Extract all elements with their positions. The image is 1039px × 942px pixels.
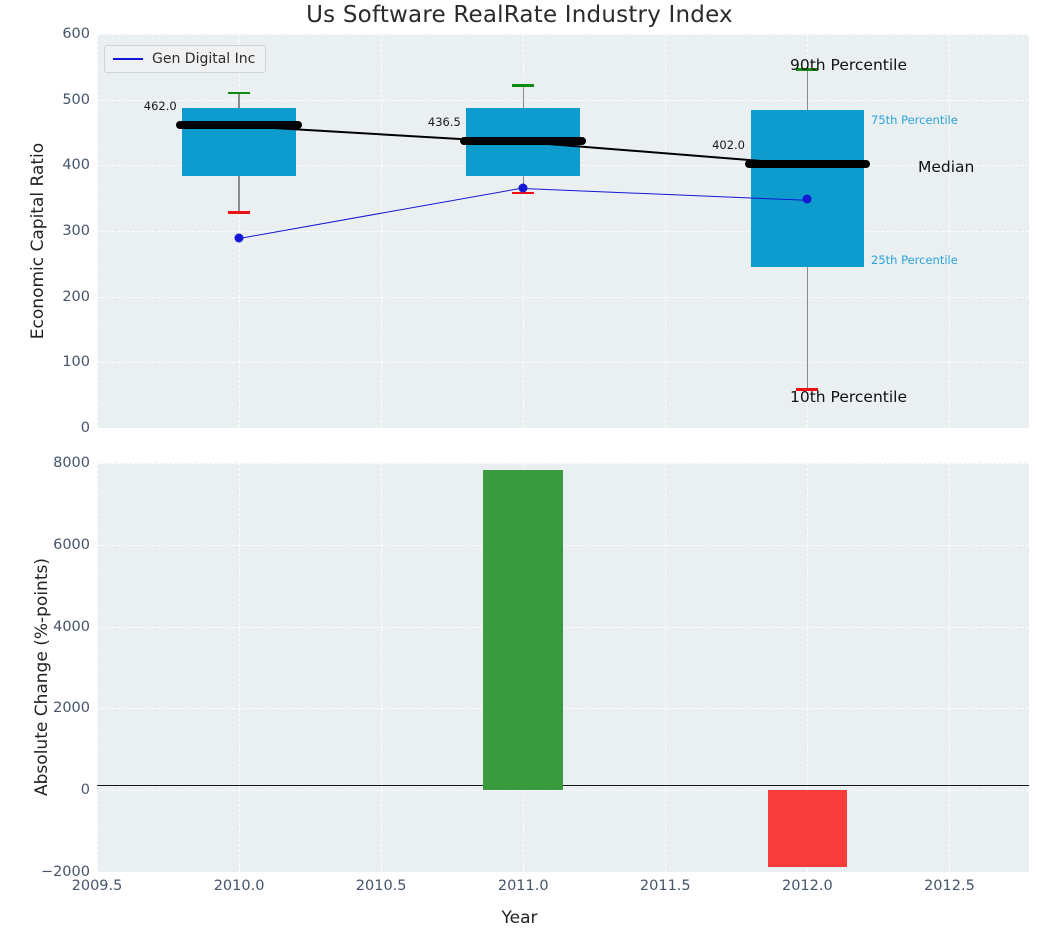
median-value-label: 436.5: [427, 115, 461, 130]
x-axis-tick-label: 2012.5: [924, 878, 975, 894]
gridline-horizontal: [97, 626, 1029, 628]
gridline-horizontal: [97, 708, 1029, 710]
y-axis-tick-label: 500: [62, 91, 90, 108]
gridline-horizontal: [97, 790, 1029, 792]
whisker-cap-p10: [228, 211, 251, 214]
annotation-median: Median: [918, 158, 975, 176]
x-axis-tick-label: 2012.0: [781, 878, 833, 894]
y-axis-tick-label: 400: [62, 157, 90, 174]
x-axis-tick-label: 2011.0: [497, 878, 549, 894]
gridline-vertical: [381, 463, 383, 872]
gridline-vertical: [949, 463, 951, 872]
gridline-vertical: [665, 463, 667, 872]
company-data-point: [518, 183, 528, 193]
y-axis-tick-label: 6000: [53, 536, 90, 553]
y-axis-tick-label: 2000: [53, 700, 90, 717]
zero-baseline: [97, 785, 1029, 786]
x-axis-tick-label: 2010.5: [355, 878, 407, 894]
gridline-vertical: [381, 34, 383, 428]
legend-line-swatch: [113, 58, 143, 60]
company-data-point: [802, 194, 812, 204]
gridline-horizontal: [97, 544, 1029, 546]
y-axis-tick-label: 4000: [53, 618, 90, 635]
whisker-cap-p90: [796, 68, 819, 71]
quartile-box: [750, 109, 865, 268]
annotation-25th-percentile: 25th Percentile: [871, 253, 958, 267]
whisker-cap-p10: [512, 191, 535, 195]
gridline-horizontal: [97, 362, 1029, 364]
legend-item-label: Gen Digital Inc: [152, 51, 256, 67]
y-axis-tick-label: 200: [62, 288, 90, 305]
x-axis-tick-label: 2009.5: [71, 878, 123, 894]
change-bar: [767, 790, 848, 867]
annotation-75th-percentile: 75th Percentile: [871, 113, 958, 127]
y-axis-tick-label: 0: [80, 420, 90, 436]
median-value-label: 402.0: [712, 138, 745, 153]
legend[interactable]: Gen Digital Inc: [104, 45, 267, 73]
gridline-horizontal: [97, 296, 1029, 298]
median-line: [744, 160, 871, 169]
y-axis-tick-label: 0: [80, 782, 90, 799]
y-axis-tick-label: 100: [62, 354, 90, 371]
annotation-10th-percentile: 10th Percentile: [790, 388, 908, 406]
absolute-change-plot: [97, 463, 1029, 872]
economic-capital-ratio-plot: [97, 34, 1029, 428]
gridline-horizontal: [97, 34, 1029, 35]
gridline-vertical: [949, 34, 951, 428]
median-line: [460, 137, 587, 146]
median-line: [176, 120, 302, 129]
chart-title: Us Software RealRate Industry Index: [306, 2, 733, 28]
company-data-point: [234, 233, 244, 243]
gridline-vertical: [665, 34, 667, 428]
gridline-vertical: [97, 34, 98, 428]
y-axis-tick-label: 600: [62, 26, 90, 42]
change-bar: [483, 470, 563, 791]
x-axis-tick-label: 2011.5: [639, 878, 691, 894]
whisker-cap-p10: [796, 387, 819, 391]
annotation-90th-percentile: 90th Percentile: [790, 56, 908, 74]
whisker-cap-p90: [512, 83, 535, 87]
y-axis-tick-label: 8000: [53, 455, 90, 471]
y-axis-label-top: Economic Capital Ratio: [28, 142, 48, 340]
gridline-horizontal: [97, 99, 1029, 101]
y-axis-tick-label: −2000: [40, 864, 90, 880]
gridline-horizontal: [97, 231, 1029, 232]
median-value-label: 462.0: [143, 98, 177, 113]
quartile-box: [182, 108, 296, 177]
x-axis-tick-label: 2010.0: [213, 878, 265, 894]
gridline-vertical: [807, 463, 809, 872]
gridline-vertical: [523, 34, 525, 428]
y-axis-tick-label: 300: [62, 223, 90, 239]
gridline-vertical: [97, 463, 98, 872]
gridline-vertical: [239, 463, 241, 872]
whisker-cap-p90: [228, 91, 251, 95]
gridline-vertical: [239, 34, 241, 428]
gridline-horizontal: [97, 463, 1029, 464]
x-axis-label: Year: [501, 908, 538, 928]
